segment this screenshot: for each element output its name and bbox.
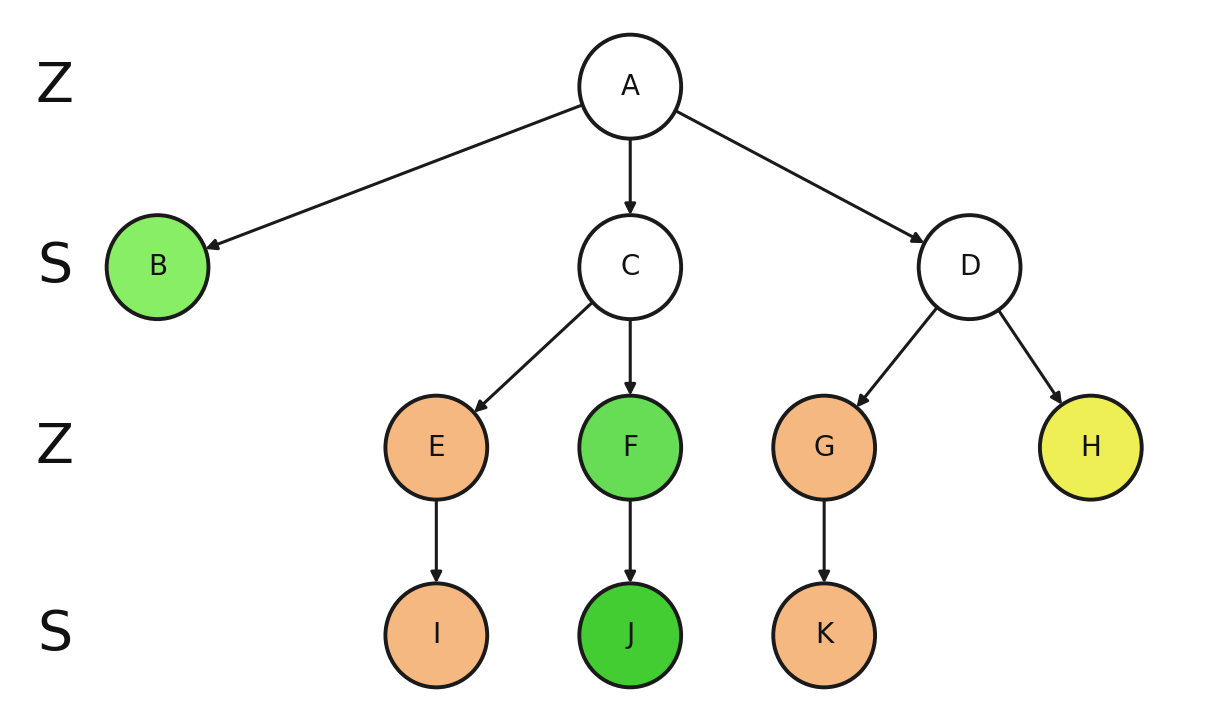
Text: A: A [621, 73, 640, 100]
Text: C: C [621, 253, 640, 281]
Text: E: E [428, 434, 445, 461]
Text: S: S [36, 240, 73, 294]
Ellipse shape [579, 35, 681, 139]
Ellipse shape [773, 583, 875, 687]
Text: B: B [148, 253, 167, 281]
Ellipse shape [107, 215, 208, 319]
Ellipse shape [579, 215, 681, 319]
Ellipse shape [579, 583, 681, 687]
Text: D: D [959, 253, 981, 281]
Text: H: H [1080, 434, 1102, 461]
Text: S: S [36, 609, 73, 662]
Ellipse shape [579, 396, 681, 500]
Text: G: G [813, 434, 835, 461]
Ellipse shape [919, 215, 1021, 319]
Text: Z: Z [35, 421, 74, 474]
Text: J: J [627, 622, 634, 649]
Ellipse shape [773, 396, 875, 500]
Ellipse shape [1040, 396, 1142, 500]
Text: Z: Z [35, 60, 74, 113]
Ellipse shape [385, 396, 487, 500]
Ellipse shape [385, 583, 487, 687]
Text: I: I [433, 622, 440, 649]
Text: K: K [814, 622, 834, 649]
Text: F: F [622, 434, 639, 461]
